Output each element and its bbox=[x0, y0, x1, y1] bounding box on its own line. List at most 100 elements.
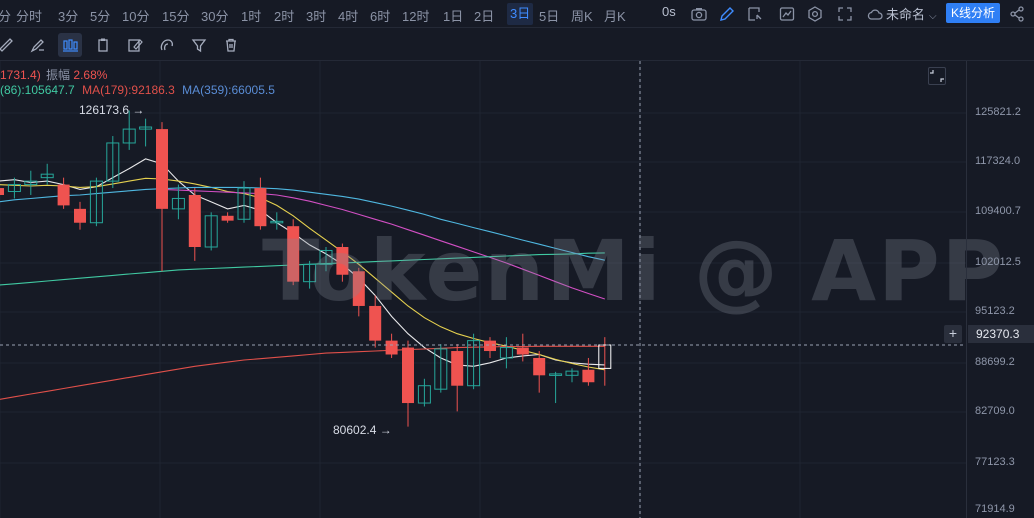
gear-icon[interactable] bbox=[806, 5, 824, 23]
candle-body bbox=[402, 347, 414, 404]
timeframe-tab[interactable]: 12时 bbox=[402, 9, 430, 24]
candle-body bbox=[287, 226, 300, 282]
current-price-tag: 92370.3 bbox=[968, 325, 1034, 343]
candlestick-icon[interactable] bbox=[58, 33, 82, 57]
ohlc-info-line: 1731.4) 振幅 2.68% bbox=[0, 66, 107, 83]
ma86-value: (86):105647.7 bbox=[0, 83, 75, 97]
layout-name-label: 未命名 bbox=[886, 7, 926, 22]
timeframe-bar: 分分时 3分 5分 10分 15分 30分 1时 2时 3时 4时 6时 12时 1日 2日 3日 5日 周K 月… bbox=[0, 0, 1034, 28]
brush-icon[interactable] bbox=[26, 33, 50, 57]
kline-analysis-button[interactable]: K线分析 bbox=[946, 3, 1000, 23]
watermark-text: TokenMi @ APP bbox=[262, 222, 1006, 320]
timeframe-tab[interactable]: 分时 bbox=[16, 9, 43, 24]
candle-body bbox=[156, 129, 168, 209]
timeframe-tab[interactable]: 2日 bbox=[474, 9, 495, 24]
arrow-right-icon: → bbox=[379, 423, 392, 437]
trash-icon[interactable] bbox=[219, 33, 243, 57]
edit-note-icon[interactable] bbox=[123, 33, 147, 57]
ma-line bbox=[0, 186, 605, 261]
candle-body bbox=[122, 128, 136, 144]
select-frame-icon[interactable] bbox=[746, 5, 764, 23]
candle-body bbox=[484, 340, 496, 352]
price-tick: 95123.2 bbox=[975, 305, 1015, 317]
candle-body bbox=[385, 340, 398, 355]
candle-body bbox=[499, 347, 513, 359]
countdown: 0s bbox=[662, 4, 676, 19]
candle-body bbox=[417, 385, 431, 404]
candle-body bbox=[89, 180, 103, 224]
candle-body bbox=[204, 215, 218, 248]
price-axis[interactable]: 125821.2 117324.0 109400.7 102012.5 9512… bbox=[966, 61, 1034, 518]
chart-canvas[interactable] bbox=[0, 61, 966, 518]
drawing-toolbar bbox=[0, 29, 1034, 61]
timeframe-tab[interactable]: 月K bbox=[604, 9, 626, 24]
timeframe-tab[interactable]: 1时 bbox=[241, 9, 262, 24]
candle-body bbox=[24, 180, 38, 186]
draw-pencil-icon[interactable] bbox=[718, 5, 736, 23]
timeframe-tab[interactable]: 周K bbox=[571, 9, 593, 24]
candle-body bbox=[40, 173, 54, 179]
chevron-down-icon: ⌵ bbox=[929, 11, 937, 22]
magnet-icon[interactable] bbox=[155, 33, 179, 57]
candle-body bbox=[74, 208, 86, 223]
price-tick: 109400.7 bbox=[975, 205, 1021, 217]
timeframe-tab[interactable]: 5分 bbox=[90, 9, 111, 24]
timeframe-tab[interactable]: 3日 bbox=[507, 3, 534, 25]
amplitude-label: 振幅 bbox=[46, 68, 71, 82]
price-tick: 117324.0 bbox=[975, 155, 1021, 167]
timeframe-tab[interactable]: 30分 bbox=[201, 9, 229, 24]
arrow-right-icon: → bbox=[132, 103, 145, 117]
ma-line bbox=[161, 188, 605, 300]
ma179-value: MA(179):92186.3 bbox=[82, 83, 175, 97]
low-annotation: 80602.4 → bbox=[333, 423, 392, 437]
timeframe-tab[interactable]: 3时 bbox=[306, 9, 327, 24]
low-value: 80602.4 bbox=[333, 423, 377, 437]
candle-body bbox=[106, 142, 120, 182]
timeframe-tab[interactable]: 6时 bbox=[370, 9, 391, 24]
candle-body bbox=[7, 184, 21, 193]
share-icon[interactable] bbox=[1008, 5, 1026, 23]
timeframe-tab[interactable]: 15分 bbox=[162, 9, 190, 24]
candle-body bbox=[303, 263, 317, 283]
candle-body bbox=[533, 357, 546, 376]
candle-body bbox=[434, 348, 448, 390]
candle-body bbox=[171, 197, 185, 210]
candle-body bbox=[516, 347, 529, 355]
candle-body bbox=[0, 188, 4, 195]
timeframe-tab[interactable]: 4时 bbox=[338, 9, 359, 24]
candle-body bbox=[582, 369, 595, 383]
cloud-icon[interactable] bbox=[866, 5, 884, 23]
timeframe-tab[interactable]: 10分 bbox=[122, 9, 150, 24]
candle-body bbox=[549, 373, 563, 376]
high-annotation: 126173.6 → bbox=[79, 103, 144, 117]
price-tick: 77123.3 bbox=[975, 456, 1015, 468]
timeframe-tab[interactable]: 1日 bbox=[443, 9, 464, 24]
fullscreen-icon[interactable] bbox=[836, 5, 854, 23]
candle-body bbox=[57, 184, 70, 206]
add-alert-button[interactable]: + bbox=[944, 325, 962, 343]
ma-line bbox=[0, 252, 605, 286]
amplitude-value: 2.68% bbox=[73, 68, 108, 82]
timeframe-tab[interactable]: 分 bbox=[0, 9, 12, 24]
candle-body bbox=[598, 344, 612, 369]
candle-body bbox=[319, 249, 333, 265]
camera-icon[interactable] bbox=[690, 5, 708, 23]
timeframe-tab[interactable]: 3分 bbox=[58, 9, 79, 24]
clipboard-icon[interactable] bbox=[91, 33, 115, 57]
candlestick-chart[interactable] bbox=[0, 61, 966, 518]
candle-body bbox=[188, 194, 201, 248]
candle-body bbox=[254, 188, 267, 227]
candle-body bbox=[139, 126, 153, 130]
chart-settings-icon[interactable] bbox=[778, 5, 796, 23]
ruler-icon[interactable] bbox=[0, 33, 18, 57]
price-tick: 125821.2 bbox=[975, 106, 1021, 118]
layout-name-dropdown[interactable]: 未命名 ⌵ bbox=[886, 4, 937, 23]
timeframe-tab[interactable]: 5日 bbox=[539, 9, 560, 24]
candle-body bbox=[352, 271, 365, 306]
candle-body bbox=[467, 340, 481, 387]
collapse-icon[interactable] bbox=[928, 67, 946, 85]
candle-body bbox=[369, 305, 382, 341]
filter-icon[interactable] bbox=[187, 33, 211, 57]
timeframe-tab[interactable]: 2时 bbox=[274, 9, 295, 24]
candle-body bbox=[336, 247, 349, 275]
